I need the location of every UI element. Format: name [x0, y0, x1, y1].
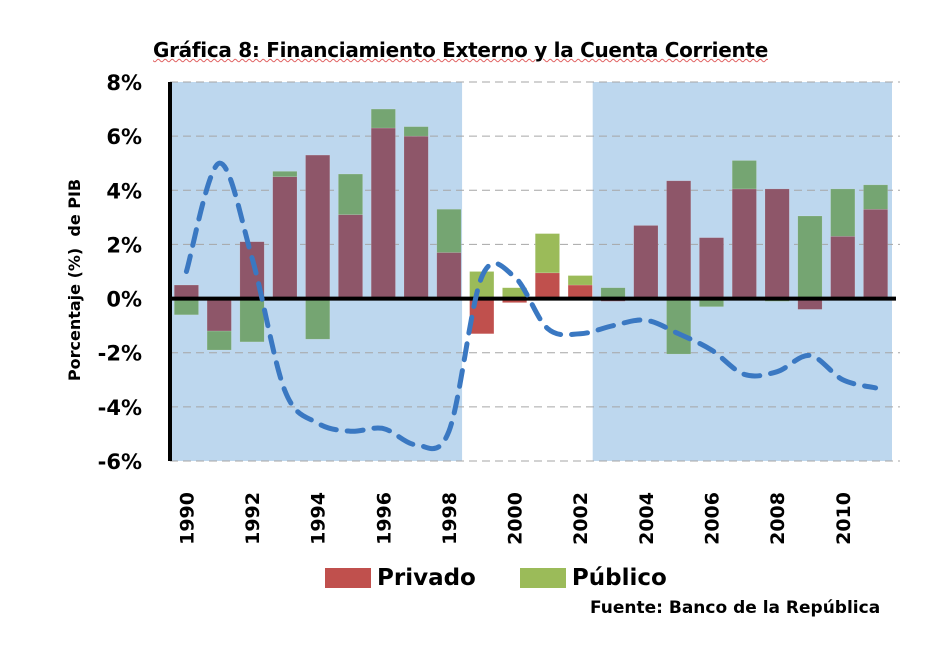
y-tick-label: -4% [98, 396, 142, 420]
y-tick-label: -6% [98, 450, 142, 474]
bar-privado-2011 [863, 208, 888, 299]
bar-publico-1995 [338, 173, 363, 215]
bar-publico-1994 [305, 298, 331, 340]
bar-privado-1993 [272, 176, 298, 299]
x-tick-label: 1990 [176, 492, 198, 545]
y-tick-label: -2% [98, 342, 142, 366]
bar-privado-2002 [567, 284, 593, 299]
x-tick-label: 1994 [308, 492, 330, 545]
chart-title: Gráfica 8: Financiamiento Externo y la C… [153, 38, 768, 62]
y-tick-label: 0% [106, 288, 142, 312]
legend-swatch-privado [325, 568, 371, 588]
series-line-cuenta-corriente [183, 160, 879, 452]
bar-publico-2009 [797, 215, 823, 299]
y-tick-label: 2% [106, 233, 142, 257]
legend-item-publico: Público [519, 565, 667, 591]
bar-publico-1997 [403, 126, 429, 137]
y-tick-labels: 8% 6% 4% 2% 0% -2% -4% -6% [98, 71, 142, 474]
bar-privado-1994 [305, 154, 331, 299]
bar-privado-1996 [370, 127, 396, 299]
x-tick-label: 2000 [505, 492, 527, 545]
x-tick-label: 1996 [373, 492, 395, 545]
x-tick-label: 2006 [702, 492, 724, 545]
x-tick-label: 2008 [767, 492, 789, 545]
bar-publico-1990 [174, 298, 199, 316]
y-axis-label: Porcentaje (%) de PIB [65, 179, 84, 381]
legend-label-publico: Público [571, 565, 667, 591]
bars [174, 108, 888, 355]
bar-publico-2011 [863, 184, 888, 210]
current-account-line [183, 160, 879, 452]
bar-privado-1991 [206, 298, 232, 332]
bar-privado-1995 [338, 214, 363, 299]
x-tick-label: 1992 [242, 492, 264, 545]
bar-publico-2005 [666, 298, 692, 355]
bar-privado-2008 [764, 188, 790, 299]
bar-privado-1997 [403, 135, 429, 299]
bar-privado-2005 [666, 180, 692, 299]
x-tick-labels: 1990 1992 1994 1996 1998 2000 2002 2004 2006 2008… [176, 492, 854, 545]
bar-privado-2001 [535, 272, 560, 299]
x-tick-label: 2010 [833, 492, 855, 545]
source-note: Fuente: Banco de la República [590, 598, 881, 618]
bar-publico-1993 [272, 171, 298, 177]
bar-publico-1992 [239, 298, 265, 343]
bar-privado-2006 [699, 237, 724, 299]
x-tick-label: 1998 [439, 492, 461, 545]
bar-privado-2004 [633, 225, 659, 299]
bar-publico-2001 [535, 233, 560, 274]
y-tick-label: 6% [106, 125, 142, 149]
bar-privado-2007 [731, 188, 757, 299]
bar-publico-2002 [567, 275, 593, 286]
bar-privado-1998 [436, 252, 462, 299]
bar-publico-2010 [830, 188, 856, 237]
legend-label-privado: Privado [377, 565, 476, 591]
x-tick-label: 2002 [570, 492, 592, 545]
legend-item-privado: Privado [325, 565, 476, 591]
legend-swatch-publico [519, 568, 566, 588]
bar-publico-1998 [436, 208, 462, 253]
bar-privado-1990 [174, 284, 199, 299]
y-tick-label: 4% [106, 179, 142, 203]
y-tick-label: 8% [106, 71, 142, 95]
legend: Privado Público [325, 565, 711, 591]
bar-publico-1991 [206, 330, 232, 351]
bar-privado-2010 [830, 236, 856, 299]
bar-publico-1996 [370, 108, 396, 129]
x-tick-label: 2004 [636, 492, 658, 545]
bar-publico-2007 [731, 160, 757, 190]
